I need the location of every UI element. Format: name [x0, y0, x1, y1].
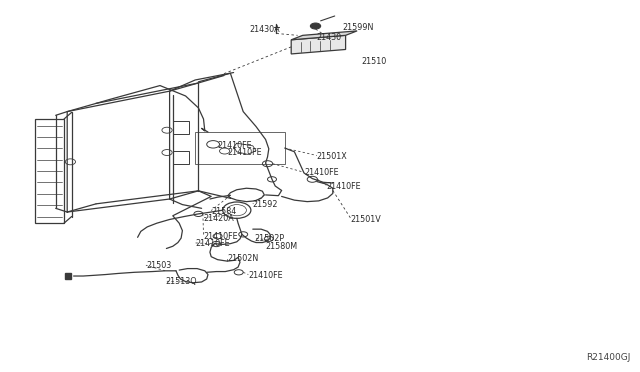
Text: 21410FE: 21410FE	[195, 239, 230, 248]
Bar	[173, 151, 189, 164]
Text: 21510: 21510	[362, 57, 387, 66]
Text: 21513Q: 21513Q	[165, 278, 196, 286]
Text: 21410FE: 21410FE	[304, 169, 339, 177]
Text: 21584: 21584	[211, 207, 236, 216]
Text: 21430: 21430	[317, 33, 342, 42]
Text: 21410FE: 21410FE	[204, 232, 238, 241]
Text: 21502N: 21502N	[227, 254, 259, 263]
Text: 21420A: 21420A	[204, 214, 234, 223]
Polygon shape	[291, 31, 357, 40]
Text: 21503: 21503	[146, 262, 171, 270]
Text: 21410FE: 21410FE	[248, 271, 283, 280]
Text: 21501V: 21501V	[351, 215, 381, 224]
Bar	[195, 132, 285, 164]
Text: 21501X: 21501X	[317, 152, 348, 161]
Circle shape	[310, 23, 321, 29]
Bar	[173, 121, 189, 134]
Text: 21599N: 21599N	[342, 23, 374, 32]
Text: 21410FE: 21410FE	[227, 148, 262, 157]
Text: 21592: 21592	[253, 200, 278, 209]
Text: 21430A: 21430A	[250, 25, 280, 34]
Text: 21580M: 21580M	[266, 242, 298, 251]
Bar	[35, 119, 64, 223]
Text: 21410FE: 21410FE	[218, 141, 252, 150]
Text: 21410FE: 21410FE	[326, 182, 361, 190]
Text: 21502P: 21502P	[255, 234, 285, 243]
Polygon shape	[291, 35, 346, 54]
Text: R21400GJ: R21400GJ	[586, 353, 630, 362]
